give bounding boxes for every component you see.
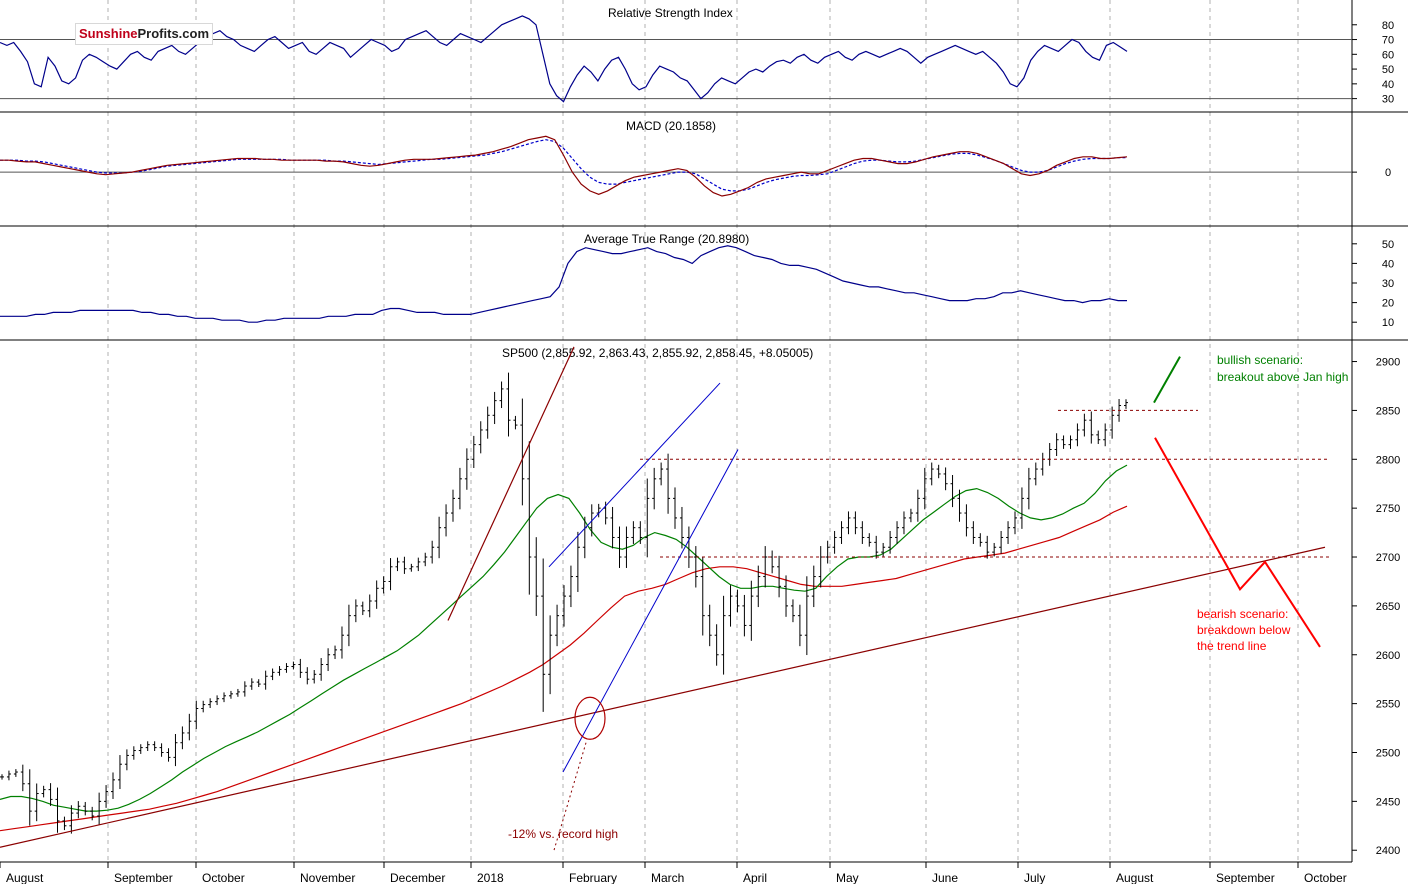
y-tick-label: 50 xyxy=(1382,239,1394,251)
macd-title: MACD (20.1858) xyxy=(626,119,716,133)
x-tick-label: June xyxy=(932,871,958,884)
atr-title: Average True Range (20.8980) xyxy=(584,232,749,246)
bearish-path xyxy=(1154,437,1321,648)
y-tick-label: 0 xyxy=(1385,167,1391,179)
y-tick-label: 80 xyxy=(1382,20,1394,32)
bullish-label-line1: bullish scenario: xyxy=(1217,353,1303,367)
x-tick-label: August xyxy=(1116,871,1154,884)
x-tick-label: October xyxy=(202,871,245,884)
y-tick-label: 2600 xyxy=(1376,650,1400,662)
y-tick-label: 2550 xyxy=(1376,699,1400,711)
x-tick-label: February xyxy=(569,871,617,884)
bullish-path xyxy=(1153,356,1181,404)
x-tick-label: September xyxy=(114,871,173,884)
y-tick-label: 60 xyxy=(1382,49,1394,61)
rsi-title: Relative Strength Index xyxy=(608,6,733,20)
atr-line xyxy=(0,245,1127,323)
bearish-label-line1: bearish scenario: xyxy=(1197,607,1288,621)
channel-upper xyxy=(548,382,721,568)
bullish-label-line2: breakout above Jan high xyxy=(1217,370,1348,384)
x-tick-label: March xyxy=(651,871,684,884)
brand-part2: Profits.com xyxy=(137,26,210,41)
x-tick-label: May xyxy=(836,871,859,884)
y-tick-label: 70 xyxy=(1382,35,1394,47)
channel-lower xyxy=(562,449,739,773)
macd-signal-line xyxy=(0,139,1127,192)
x-tick-label: October xyxy=(1304,871,1347,884)
brand-part1: Sunshine xyxy=(79,26,138,41)
bearish-label-line3: the trend line xyxy=(1197,639,1267,653)
rsi-line xyxy=(0,15,1128,103)
y-tick-label: 10 xyxy=(1382,317,1394,329)
macd-line xyxy=(0,135,1128,197)
ma50-line xyxy=(0,464,1128,812)
x-tick-label: December xyxy=(390,871,445,884)
x-tick-label: September xyxy=(1216,871,1275,884)
bearish-label-line2: breakdown below xyxy=(1197,623,1291,637)
y-tick-label: 40 xyxy=(1382,79,1394,91)
y-tick-label: 2700 xyxy=(1376,552,1400,564)
y-tick-label: 2400 xyxy=(1376,845,1400,857)
y-tick-label: 30 xyxy=(1382,94,1394,106)
y-tick-label: 20 xyxy=(1382,298,1394,310)
y-tick-label: 2800 xyxy=(1376,454,1400,466)
steep-trend-line xyxy=(447,346,575,621)
x-tick-label: August xyxy=(6,871,44,884)
panel-borders xyxy=(0,0,1408,863)
axes: 80 70 60 50 40 30 0 50 40 30 20 10 2900 2850 2800 2750 2… xyxy=(0,20,1400,884)
price-title: SP500 (2,855.92, 2,863.43, 2,855.92, 2,8… xyxy=(502,346,813,360)
annotations xyxy=(0,346,1330,851)
y-tick-label: 30 xyxy=(1382,278,1394,290)
x-tick-label: November xyxy=(300,871,355,884)
x-tick-label: April xyxy=(743,871,767,884)
low-note: -12% vs. record high xyxy=(508,827,618,841)
feb-low-circle xyxy=(574,696,606,740)
y-tick-label: 2650 xyxy=(1376,601,1400,613)
rsi-panel xyxy=(0,15,1352,103)
x-tick-label: July xyxy=(1024,871,1045,884)
y-tick-label: 2850 xyxy=(1376,405,1400,417)
price-panel xyxy=(0,372,1128,834)
y-tick-label: 40 xyxy=(1382,258,1394,270)
brand-logo: SunshineProfits.com xyxy=(75,23,214,45)
ma200-line xyxy=(0,505,1128,832)
y-tick-label: 2750 xyxy=(1376,503,1400,515)
trend-line xyxy=(0,546,1326,848)
y-tick-label: 2450 xyxy=(1376,796,1400,808)
macd-panel xyxy=(0,135,1352,197)
y-tick-label: 2500 xyxy=(1376,747,1400,759)
y-tick-label: 2900 xyxy=(1376,357,1400,369)
atr-panel xyxy=(0,245,1127,323)
x-tick-label: 2018 xyxy=(477,871,504,884)
y-tick-label: 50 xyxy=(1382,64,1394,76)
note-pointer xyxy=(553,742,587,851)
